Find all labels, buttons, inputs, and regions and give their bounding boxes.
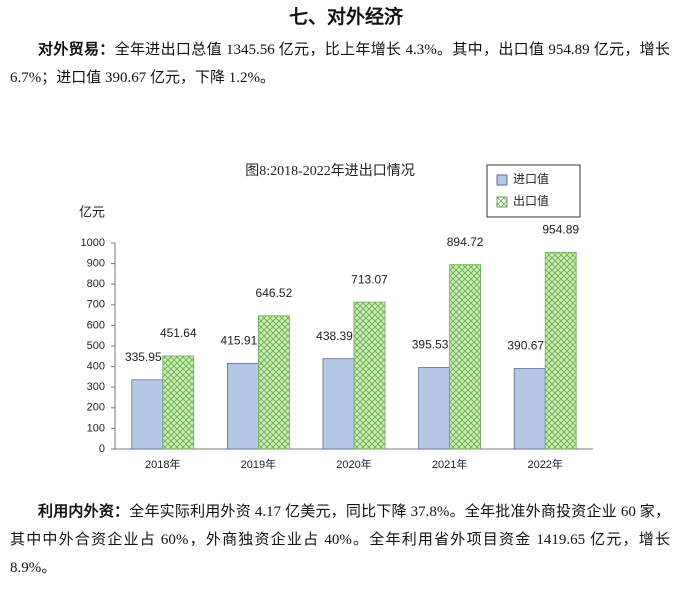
bar — [353, 301, 386, 450]
legend-label: 出口值 — [513, 193, 549, 208]
bar — [226, 362, 259, 450]
bar — [162, 355, 195, 450]
text: 全年实际利用外资 4.17 亿美元，同比下降 37.8%。全年批准外商投资企业 … — [10, 504, 670, 576]
y-tick-label: 200 — [87, 402, 105, 414]
y-axis-label: 亿元 — [79, 204, 105, 219]
data-label: 451.64 — [160, 326, 197, 340]
x-tick-label: 2019年 — [241, 457, 276, 471]
y-tick-label: 900 — [87, 258, 105, 270]
y-tick-label: 100 — [87, 422, 105, 434]
heading: 七、对外经济 — [288, 7, 403, 28]
paragraph: 对外贸易：全年进出口总值 1345.56 亿元，比上年增长 4.3%。其中，出口… — [10, 36, 670, 92]
legend-label: 进口值 — [513, 171, 549, 186]
bar — [449, 264, 482, 450]
y-tick-label: 800 — [87, 278, 105, 290]
y-tick-label: 300 — [87, 381, 105, 393]
y-tick-label: 400 — [87, 361, 105, 373]
data-label: 954.89 — [542, 222, 579, 236]
data-label: 894.72 — [447, 235, 484, 249]
bar — [322, 358, 355, 450]
lead: 利用内外资： — [38, 504, 130, 520]
bar — [257, 315, 290, 450]
x-tick-label: 2020年 — [336, 457, 371, 471]
x-tick-label: 2022年 — [527, 457, 562, 471]
data-label: 335.95 — [125, 350, 162, 364]
legend-swatch — [496, 196, 508, 208]
chart: 图8:2018-2022年进出口情况 亿元 0 100 200 300 400 500 60… — [79, 163, 593, 471]
text: 全年进出口总值 1345.56 亿元，比上年增长 4.3%。其中，出口值 954… — [10, 42, 670, 86]
y-tick-label: 1000 — [81, 237, 105, 249]
y-tick-label: 700 — [87, 299, 105, 311]
y-tick-label: 500 — [87, 340, 105, 352]
legend-swatch — [496, 174, 508, 186]
paragraph: 利用内外资：全年实际利用外资 4.17 亿美元，同比下降 37.8%。全年批准外… — [10, 498, 670, 582]
data-label: 415.91 — [221, 333, 258, 347]
data-label: 395.53 — [412, 338, 449, 352]
x-tick-label: 2018年 — [145, 457, 180, 471]
y-tick-label: 0 — [99, 443, 105, 455]
y-tick-label: 600 — [87, 319, 105, 331]
legend-box — [486, 164, 581, 218]
data-label: 713.07 — [351, 272, 388, 286]
bar — [513, 368, 546, 450]
chart-title: 图8:2018-2022年进出口情况 — [245, 163, 415, 179]
bar — [131, 379, 164, 450]
data-label: 438.39 — [316, 329, 353, 343]
data-label: 390.67 — [507, 339, 544, 353]
data-label: 646.52 — [256, 286, 293, 300]
x-tick-label: 2021年 — [432, 457, 467, 471]
lead: 对外贸易： — [38, 42, 115, 58]
bar — [418, 367, 451, 450]
bar — [544, 251, 577, 450]
